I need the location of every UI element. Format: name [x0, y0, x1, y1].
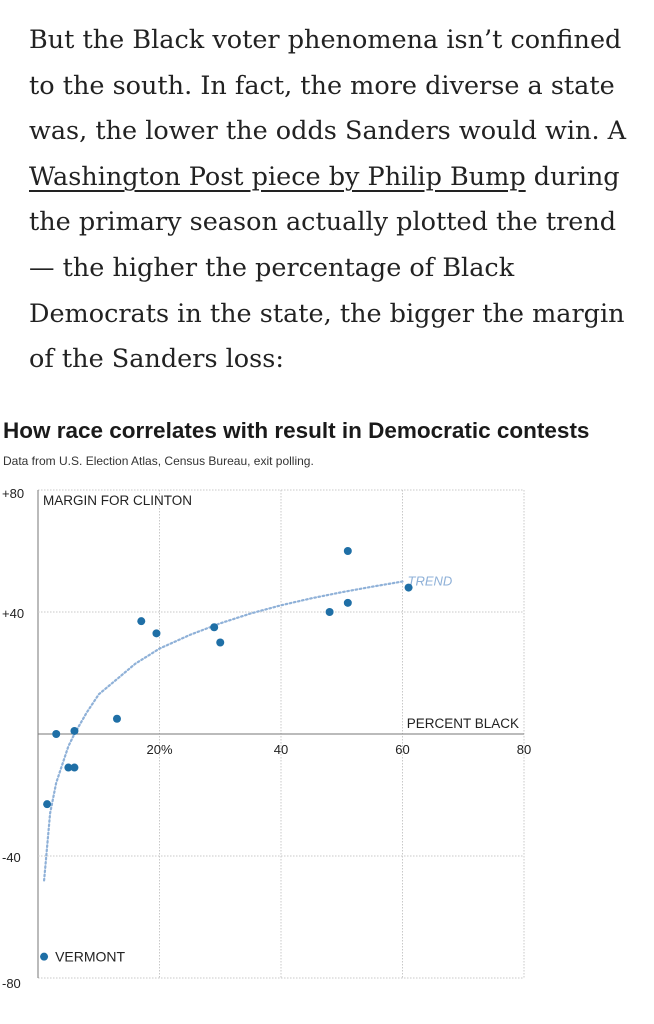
x-axis-title: PERCENT BLACK	[407, 716, 519, 731]
x-tick-label: 80	[517, 742, 531, 757]
y-tick-label: +40	[2, 606, 24, 621]
y-tick-label: +80	[2, 486, 24, 501]
x-tick-label: 20%	[146, 742, 172, 757]
data-point	[40, 952, 49, 961]
y-axis-title: MARGIN FOR CLINTON	[43, 493, 192, 508]
chart-title: How race correlates with result in Democ…	[3, 418, 590, 443]
scatter-chart: +80 +40 -40 -80 20% 40 60 80 MARGIN FOR CLINTON P…	[2, 486, 531, 991]
data-point	[343, 547, 352, 555]
data-point	[210, 623, 219, 632]
x-tick-label: 60	[395, 742, 409, 757]
chart-source-note: Data from U.S. Election Atlas, Census Bu…	[3, 454, 314, 468]
data-point	[404, 583, 413, 592]
article-text-before-link: But the Black voter phenomena isn’t conf…	[29, 25, 627, 147]
data-point	[152, 629, 161, 638]
data-point	[52, 730, 61, 738]
x-tick-label: 40	[274, 742, 288, 757]
data-point	[216, 638, 225, 647]
data-point	[70, 763, 79, 772]
data-point	[43, 800, 52, 809]
data-point	[70, 726, 79, 735]
washington-post-link[interactable]: Washington Post piece by Philip Bump	[29, 161, 526, 192]
data-point	[343, 598, 352, 607]
trend-label: TREND	[408, 574, 453, 589]
data-point	[325, 608, 334, 616]
y-tick-label: -80	[2, 976, 21, 991]
data-point	[64, 763, 73, 772]
trend-line	[42, 580, 404, 882]
article-paragraph: But the Black voter phenomena isn’t conf…	[29, 18, 639, 383]
annotation-vermont: VERMONT	[55, 949, 125, 965]
data-point	[112, 714, 121, 723]
data-point	[137, 617, 146, 626]
y-tick-label: -40	[2, 850, 21, 865]
article-text-after-link: during the primary season actually plott…	[29, 161, 625, 375]
